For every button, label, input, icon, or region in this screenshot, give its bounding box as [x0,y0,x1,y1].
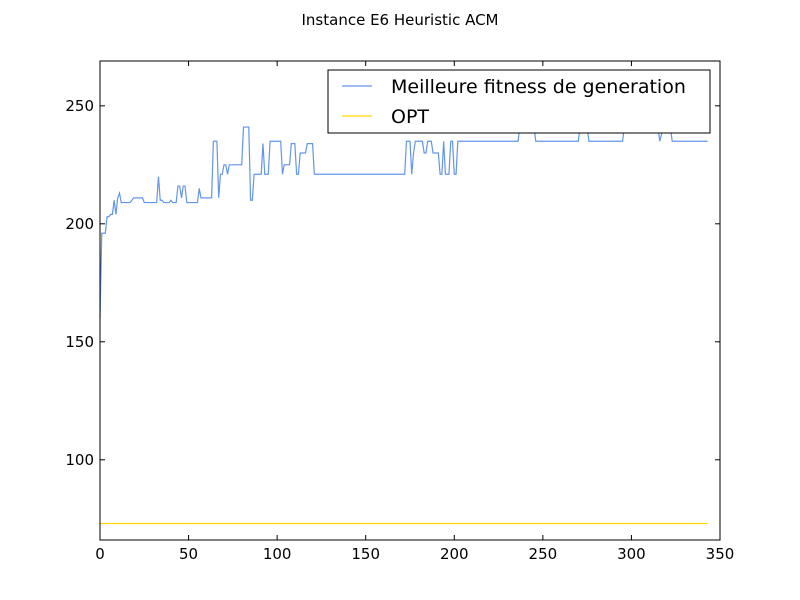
legend-label-opt: OPT [391,106,429,128]
y-tick-label: 100 [65,451,94,469]
ticks-layer: 0 50 100 150 200 250 300 350 100 150 200 250 [65,61,734,563]
x-tick-label: 350 [706,545,735,563]
x-tick-label: 0 [95,545,105,563]
legend: Meilleure fitness de generation OPT [327,69,711,134]
chart-title: Instance E6 Heuristic ACM [302,11,499,29]
x-tick-label: 150 [351,545,380,563]
x-tick-label: 300 [617,545,646,563]
series-line-meilleure-fitness [99,126,708,319]
plot-frame [99,60,721,541]
y-tick-label: 250 [65,97,94,115]
x-tick-label: 100 [263,545,292,563]
x-tick-label: 50 [179,545,198,563]
x-tick-label: 200 [440,545,469,563]
x-tick-label: 250 [529,545,558,563]
legend-label-meilleure-fitness: Meilleure fitness de generation [391,76,686,98]
y-tick-label: 150 [65,333,94,351]
series-layer [99,126,708,525]
y-tick-label: 200 [65,215,94,233]
legend-box [327,69,711,134]
